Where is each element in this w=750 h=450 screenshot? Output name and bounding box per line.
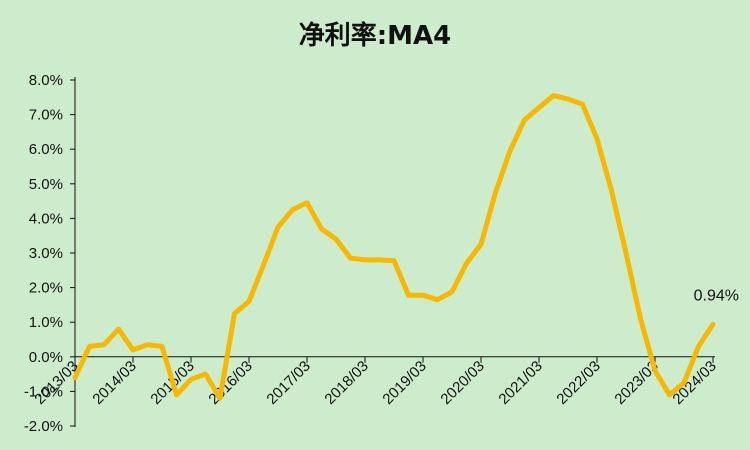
data-label: 0.94% <box>694 287 739 304</box>
series-line <box>72 93 716 401</box>
y-tick-label: 2.0% <box>29 280 63 297</box>
y-tick-label: -1.0% <box>24 383 63 400</box>
x-tick-label: 2022/03 <box>553 358 603 408</box>
y-tick-label: 5.0% <box>29 176 63 193</box>
y-tick-label: 1.0% <box>29 314 63 331</box>
x-tick-label: 2024/03 <box>669 358 719 408</box>
annotations: 0.94% <box>694 287 739 304</box>
y-tick-label: 8.0% <box>29 72 63 89</box>
x-tick-label: 2017/03 <box>263 358 313 408</box>
x-tick-label: 2019/03 <box>379 358 429 408</box>
x-tick-labels: 2013/03 2014/03 2015/03 2016/03 2017/03 2018/… <box>31 358 719 408</box>
x-tick-label: 2014/03 <box>89 358 139 408</box>
x-tick-label: 2020/03 <box>437 358 487 408</box>
x-axis <box>74 356 715 363</box>
y-tick-label: 3.0% <box>29 245 63 262</box>
y-tick-label: 0.0% <box>29 349 63 366</box>
y-tick-label: -2.0% <box>24 418 63 435</box>
chart-title: 净利率:MA4 <box>299 20 451 51</box>
y-tick-label: 4.0% <box>29 210 63 227</box>
x-tick-label: 2018/03 <box>321 358 371 408</box>
y-axis: -2.0% -1.0% 0.0% 1.0% 2.0% 3.0% 4.0% 5.0% 6.0% 7.… <box>24 72 75 435</box>
x-tick-label: 2021/03 <box>495 358 545 408</box>
y-tick-label: 7.0% <box>29 107 63 124</box>
y-tick-label: 6.0% <box>29 141 63 158</box>
